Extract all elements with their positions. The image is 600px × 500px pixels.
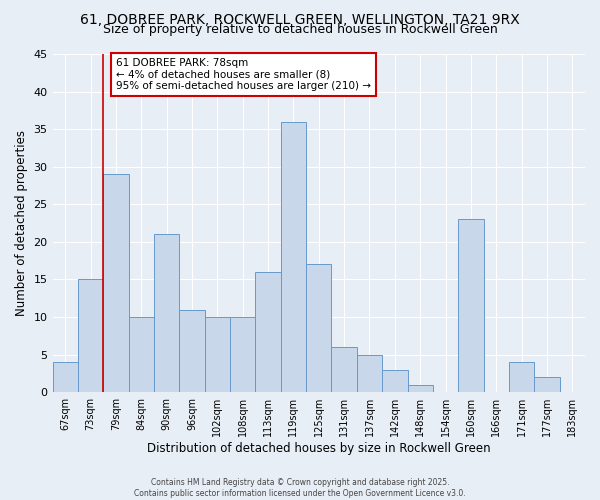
Y-axis label: Number of detached properties: Number of detached properties bbox=[15, 130, 28, 316]
Bar bbox=[179, 310, 205, 392]
Bar bbox=[78, 280, 103, 392]
Bar bbox=[205, 317, 230, 392]
Bar bbox=[382, 370, 407, 392]
Bar bbox=[281, 122, 306, 392]
Bar bbox=[407, 384, 433, 392]
Bar bbox=[458, 220, 484, 392]
Bar bbox=[331, 347, 357, 392]
Bar bbox=[306, 264, 331, 392]
Bar bbox=[128, 317, 154, 392]
Bar bbox=[256, 272, 281, 392]
Text: 61 DOBREE PARK: 78sqm
← 4% of detached houses are smaller (8)
95% of semi-detach: 61 DOBREE PARK: 78sqm ← 4% of detached h… bbox=[116, 58, 371, 91]
X-axis label: Distribution of detached houses by size in Rockwell Green: Distribution of detached houses by size … bbox=[147, 442, 491, 455]
Text: 61, DOBREE PARK, ROCKWELL GREEN, WELLINGTON, TA21 9RX: 61, DOBREE PARK, ROCKWELL GREEN, WELLING… bbox=[80, 12, 520, 26]
Bar bbox=[103, 174, 128, 392]
Text: Size of property relative to detached houses in Rockwell Green: Size of property relative to detached ho… bbox=[103, 22, 497, 36]
Bar bbox=[53, 362, 78, 392]
Bar bbox=[357, 354, 382, 392]
Bar bbox=[230, 317, 256, 392]
Bar bbox=[534, 377, 560, 392]
Bar bbox=[154, 234, 179, 392]
Bar bbox=[509, 362, 534, 392]
Text: Contains HM Land Registry data © Crown copyright and database right 2025.
Contai: Contains HM Land Registry data © Crown c… bbox=[134, 478, 466, 498]
